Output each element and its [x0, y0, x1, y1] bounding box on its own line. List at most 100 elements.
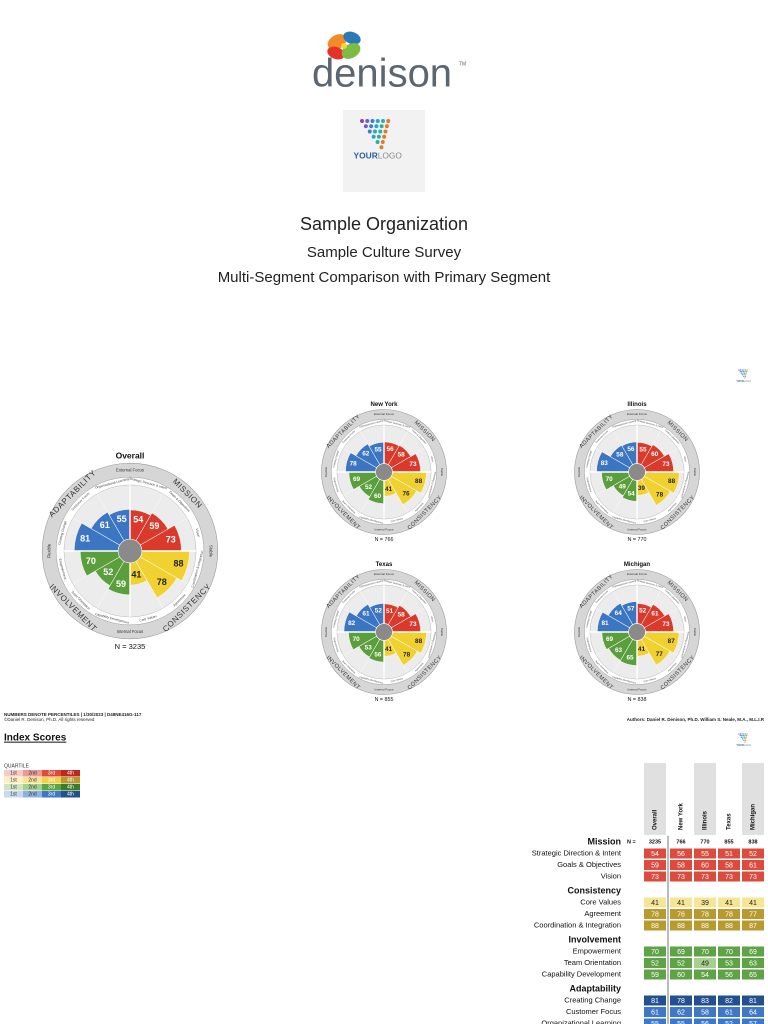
index-ring-label: Capability Development — [359, 676, 384, 685]
score-label: 41 — [385, 646, 393, 653]
index-name: Vision — [601, 871, 621, 880]
index-ring-label: Empowerment — [58, 558, 67, 580]
logo-dot — [738, 733, 740, 735]
center — [628, 623, 646, 641]
center — [375, 623, 393, 641]
score-label: 55 — [117, 514, 127, 524]
index-ring-label: Empowerment — [332, 477, 339, 493]
logo-your: YOUR — [736, 743, 744, 747]
score-cell — [694, 958, 716, 968]
divider — [644, 608, 678, 628]
legend-cell — [61, 791, 80, 798]
score-cell — [742, 969, 764, 980]
divider — [596, 448, 630, 468]
score-label: 60 — [651, 451, 659, 458]
segment-title: Michigan — [624, 562, 651, 568]
index-ring-label: Core Values — [390, 677, 404, 683]
score-value: 41 — [749, 900, 757, 907]
legend-label: 1st — [10, 792, 17, 798]
score-cell — [644, 871, 666, 882]
score-cell — [718, 995, 740, 1006]
score-value: 54 — [651, 851, 659, 858]
index-ring-label: Agreement — [667, 502, 677, 512]
score-cell — [694, 1018, 716, 1024]
n-value: 766 — [385, 538, 394, 544]
legend-label: 2nd — [28, 792, 37, 798]
index-ring-label: Strategic Direction & Intent — [383, 579, 411, 589]
logo-dot — [745, 370, 748, 373]
score-label: 61 — [362, 611, 370, 618]
axis-label: Internal Focus — [628, 527, 647, 531]
score-cell — [718, 897, 740, 908]
score-cell — [644, 920, 666, 931]
score-label: 88 — [415, 638, 423, 645]
brand: denison — [312, 52, 452, 96]
score-label: 53 — [365, 644, 373, 651]
score-label: 87 — [668, 638, 676, 645]
score-cell — [644, 909, 666, 919]
score-value: 56 — [701, 1021, 709, 1024]
score-cell — [718, 958, 740, 968]
index-ring-label: Empowerment — [332, 637, 339, 653]
score-value: 52 — [725, 1021, 733, 1024]
column-bg — [694, 763, 716, 835]
score-value: 58 — [677, 862, 685, 869]
logo-dot — [741, 369, 743, 371]
score-value: 73 — [749, 874, 757, 881]
score-value: 52 — [677, 960, 685, 967]
axis-label: Flexible — [324, 467, 328, 478]
index-ring-label: Coordination & Integration — [680, 631, 690, 659]
logo-text: YOURLOGO — [354, 151, 403, 161]
score-label: 61 — [651, 611, 659, 618]
score-cell — [718, 871, 740, 882]
score-cell — [694, 920, 716, 931]
score-cell — [670, 969, 692, 980]
legend-label: 2nd — [28, 771, 37, 777]
index-ring-label: Coordination & Integration — [680, 471, 690, 499]
score-label: 81 — [80, 533, 90, 543]
logo-dot — [745, 738, 747, 740]
score-cell — [670, 920, 692, 931]
score-label: 78 — [157, 577, 167, 587]
index-ring-label: Organizational Learning — [612, 419, 637, 428]
logo-dot — [743, 374, 745, 376]
score-cell — [670, 1018, 692, 1024]
column-header: Illinois — [703, 810, 709, 830]
score-value: 60 — [701, 862, 709, 869]
divider — [360, 639, 380, 673]
index-ring-label: Organizational Learning — [612, 579, 637, 588]
column-bg — [742, 763, 764, 835]
logo-dot — [742, 736, 744, 738]
index-ring-label: Agreement — [667, 662, 677, 672]
index-scores-title: Index Scores — [4, 733, 67, 744]
score-label: 41 — [638, 646, 646, 653]
logo-dot — [371, 134, 376, 139]
divider — [641, 591, 661, 625]
logo-dot — [739, 370, 741, 373]
divider — [391, 636, 425, 656]
score-value: 41 — [651, 900, 659, 907]
score-cell — [644, 860, 666, 870]
score-label: 52 — [103, 567, 113, 577]
divider — [343, 448, 377, 468]
divider — [613, 591, 633, 625]
logo-dot — [369, 124, 374, 129]
logo-dot — [746, 369, 748, 371]
score-cell — [742, 909, 764, 919]
divider — [140, 517, 188, 546]
score-label: 88 — [415, 478, 423, 485]
score-label: 56 — [387, 446, 395, 453]
score-value: 81 — [749, 998, 757, 1005]
trademark: TM — [459, 61, 466, 67]
logo-dot — [741, 374, 744, 376]
trait-header: Mission — [587, 836, 621, 846]
logo-dot — [742, 734, 744, 737]
n-prefix: N = — [115, 642, 128, 651]
score-value: 53 — [725, 960, 733, 967]
logo-dot — [743, 738, 745, 740]
divider — [72, 517, 120, 546]
index-ring-label: Creating Change — [332, 450, 340, 468]
score-value: 54 — [701, 972, 709, 979]
authors: Authors: Daniel R. Denison, Ph.D. Willia… — [627, 717, 765, 722]
logo-dot — [744, 370, 746, 373]
